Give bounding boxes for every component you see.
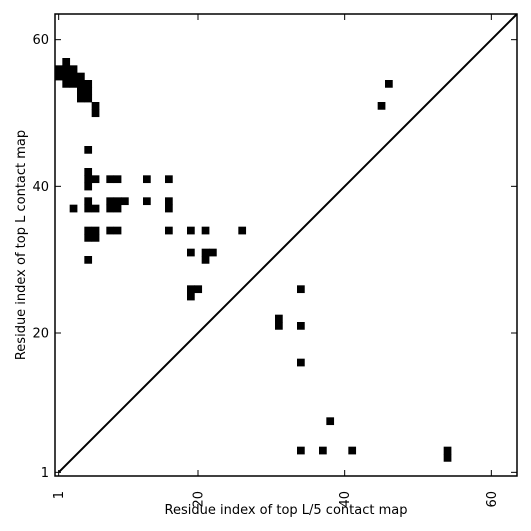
contact-cell [77, 87, 85, 96]
contact-cell [113, 175, 122, 184]
contact-cell [84, 226, 93, 235]
contact-cell [69, 80, 78, 88]
contact-cell [62, 72, 71, 81]
contact-cell [55, 65, 63, 74]
contact-cell [84, 168, 93, 176]
contact-cell [187, 285, 195, 294]
contact-cell [443, 454, 452, 462]
contact-cell [165, 197, 173, 206]
contact-cell [106, 226, 115, 235]
contact-cell [275, 322, 283, 330]
contact-cell [385, 80, 393, 88]
contact-cell [69, 65, 78, 74]
contact-cell [121, 197, 129, 206]
contact-cell [201, 226, 210, 235]
contact-cell [187, 226, 195, 235]
axis-ticks: 1 20 40 60 1 20 40 60 [32, 14, 517, 508]
contact-cell [84, 182, 93, 191]
contact-cell [77, 94, 85, 103]
contact-cell [69, 72, 78, 81]
contact-cell [62, 58, 71, 66]
contact-cell [77, 72, 85, 81]
contact-cell [84, 87, 93, 96]
x-axis-label: Residue index of top L/5 contact map [165, 503, 408, 518]
contact-cell [187, 248, 195, 257]
contact-cell [297, 322, 305, 330]
contact-cell [84, 146, 93, 154]
contact-cell [165, 204, 173, 213]
contact-cell [326, 417, 335, 426]
contact-cell [91, 109, 100, 118]
contact-cell [143, 175, 151, 184]
contact-cell [113, 226, 122, 235]
contact-cell [201, 248, 210, 257]
contact-cell [194, 285, 203, 294]
diagonal-line [57, 13, 518, 474]
x-tick-label: 20 [192, 491, 207, 508]
y-axis-label: Residue index of top L contact map [14, 130, 29, 360]
contact-cell [55, 72, 63, 81]
contact-cell [84, 94, 93, 103]
contact-cell [297, 446, 305, 455]
contact-cell [201, 256, 210, 264]
contact-cell [275, 314, 283, 323]
contact-cell [348, 446, 357, 455]
contact-cell [91, 234, 100, 242]
contact-cell [165, 175, 173, 184]
contact-cell [297, 358, 305, 367]
contact-cell [62, 65, 71, 74]
contact-cell [91, 204, 100, 213]
y-tick-label: 1 [41, 466, 49, 481]
contact-cell [91, 226, 100, 235]
x-tick-label: 40 [338, 491, 353, 508]
contact-cell [319, 446, 327, 455]
contact-cell [84, 256, 93, 264]
contact-cell [143, 197, 151, 206]
contact-cell [84, 234, 93, 242]
contact-cell [377, 102, 386, 110]
contact-cell [113, 197, 122, 206]
contact-cell [106, 175, 115, 184]
x-tick-label: 1 [52, 491, 67, 499]
contact-cell [84, 197, 93, 206]
contact-cell [69, 204, 78, 213]
contact-cell [113, 204, 122, 213]
contact-cell [209, 248, 217, 257]
contact-cell [187, 292, 195, 301]
contact-cell [62, 80, 71, 88]
y-tick-label: 40 [32, 180, 49, 195]
contact-cell [297, 285, 305, 294]
contact-cell [443, 446, 452, 455]
plot-frame [54, 13, 518, 477]
contact-cells [55, 58, 452, 462]
contact-cell [238, 226, 247, 235]
contact-cell [84, 175, 93, 184]
contact-cell [165, 226, 173, 235]
y-tick-label: 60 [32, 33, 49, 48]
contact-cell [106, 197, 115, 206]
contact-cell [91, 102, 100, 110]
contact-cell [106, 204, 115, 213]
contact-cell [84, 80, 93, 88]
contact-cell [84, 204, 93, 213]
contact-cell [91, 175, 100, 184]
x-tick-label: 60 [485, 491, 500, 508]
contact-cell [77, 80, 85, 88]
y-tick-label: 20 [32, 327, 49, 342]
